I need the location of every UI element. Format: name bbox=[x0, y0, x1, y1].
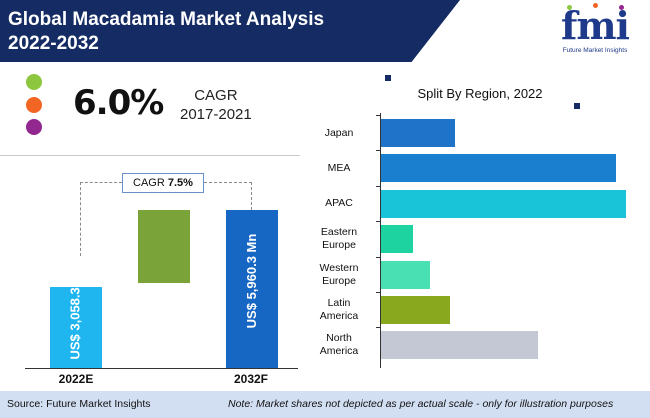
cagr-connector-left bbox=[80, 182, 122, 256]
region-label-text: MEA bbox=[328, 162, 351, 175]
region-label: North America bbox=[300, 328, 378, 362]
region-label-text: Eastern Europe bbox=[321, 226, 357, 252]
source-note: Source: Future Market Insights bbox=[7, 398, 151, 410]
region-label-line: America bbox=[319, 345, 359, 358]
page-title: Global Macadamia Market Analysis bbox=[8, 9, 325, 30]
region-label-text: Japan bbox=[325, 127, 354, 140]
region-label-line: North bbox=[326, 332, 352, 345]
x-tick-label-2022e: 2022E bbox=[58, 372, 94, 386]
bar-2032f-value-label: US$ 5,960.3 Mn bbox=[244, 233, 259, 329]
region-chart-title: Split By Region, 2022 bbox=[417, 86, 543, 101]
y-axis-tick bbox=[376, 327, 380, 329]
region-bar bbox=[381, 331, 538, 360]
region-label-line: Latin bbox=[327, 297, 351, 309]
x-axis bbox=[25, 368, 298, 369]
region-label-line: Eastern bbox=[320, 226, 358, 239]
logo-dot-orange bbox=[593, 3, 598, 8]
region-label-text: Western Europe bbox=[320, 262, 359, 288]
region-bar bbox=[381, 260, 430, 289]
region-bar bbox=[381, 119, 455, 147]
y-axis-tick bbox=[376, 256, 380, 258]
region-label-text: North America bbox=[320, 332, 359, 358]
header-banner: Global Macadamia Market Analysis 2022-20… bbox=[0, 0, 650, 62]
decor-square-left bbox=[385, 75, 391, 81]
region-bar bbox=[381, 296, 450, 324]
fmi-logo: fmi Future Market Insights bbox=[545, 2, 650, 60]
cagr-connector-right bbox=[204, 182, 252, 210]
cagr-label-period: 2017-2021 bbox=[180, 106, 252, 123]
region-label: Eastern Europe bbox=[300, 222, 378, 256]
cagr-label: CAGR 2017-2021 bbox=[180, 86, 252, 124]
region-label-line: America bbox=[319, 310, 359, 322]
y-axis-tick bbox=[376, 150, 380, 152]
region-label: Japan bbox=[300, 116, 378, 150]
region-label: APAC bbox=[300, 187, 378, 221]
logo-subtext: Future Market Insights bbox=[562, 47, 628, 54]
x-tick-label-2032f: 2032F bbox=[233, 372, 269, 386]
region-label-text: APAC bbox=[325, 197, 353, 210]
bullet-green bbox=[26, 74, 42, 90]
region-label-text: Latin America bbox=[320, 297, 359, 323]
page-title-years: 2022-2032 bbox=[8, 33, 99, 54]
cagr-value: 6.0% bbox=[73, 83, 164, 123]
bullet-purple bbox=[26, 119, 42, 135]
cagr-callout-value: 7.5% bbox=[167, 177, 193, 189]
disclaimer-note: Note: Market shares not depicted as per … bbox=[228, 398, 614, 410]
y-axis-tick bbox=[376, 221, 380, 223]
growth-block bbox=[138, 210, 190, 284]
logo-dot-purple bbox=[619, 5, 624, 10]
y-axis-tick bbox=[376, 185, 380, 187]
region-label: Western Europe bbox=[300, 258, 378, 292]
y-axis-tick bbox=[376, 115, 380, 116]
region-label-line: Western bbox=[319, 261, 359, 274]
section-divider bbox=[0, 155, 300, 156]
cagr-callout: CAGR 7.5% bbox=[122, 173, 204, 193]
decor-square-right bbox=[574, 103, 580, 109]
region-label: MEA bbox=[300, 151, 378, 185]
footer: Source: Future Market Insights Note: Mar… bbox=[0, 391, 650, 418]
bullet-orange bbox=[26, 97, 42, 113]
region-label-line: Europe bbox=[322, 239, 356, 252]
bar-2022e: US$ 3,058.3 Mn bbox=[50, 265, 102, 368]
region-label-line: Japan bbox=[324, 126, 354, 139]
bar-2032f: US$ 5,960.3 Mn bbox=[226, 210, 278, 368]
logo-dot-green bbox=[567, 5, 572, 10]
region-label: Latin America bbox=[300, 293, 378, 327]
cagr-callout-prefix: CAGR bbox=[133, 177, 168, 189]
cagr-label-title: CAGR bbox=[194, 87, 238, 104]
logo-text: fmi bbox=[561, 3, 630, 48]
region-bar bbox=[381, 189, 626, 218]
region-label-line: APAC bbox=[325, 197, 353, 210]
y-axis-tick bbox=[376, 292, 380, 293]
region-bar bbox=[381, 225, 413, 254]
region-bar bbox=[381, 154, 617, 183]
bar-2022e-value-label: US$ 3,058.3 Mn bbox=[68, 265, 83, 360]
y-axis bbox=[380, 113, 381, 368]
region-label-line: Europe bbox=[322, 274, 356, 287]
region-label-line: MEA bbox=[327, 161, 351, 174]
